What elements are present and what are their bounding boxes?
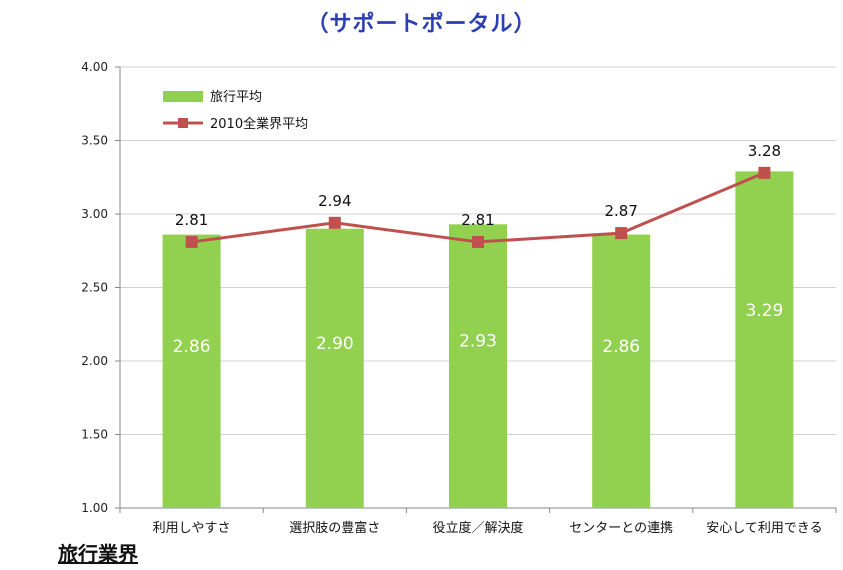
y-tick-label: 3.50 (81, 134, 108, 148)
line-value-label: 2.94 (318, 192, 351, 210)
bar (162, 234, 221, 508)
bar-value-label: 2.86 (602, 337, 640, 357)
legend-bar-swatch (163, 91, 203, 102)
line-marker (615, 227, 628, 240)
bar-value-label: 2.93 (459, 331, 497, 351)
line-marker (758, 166, 771, 179)
line-value-label: 2.81 (461, 211, 494, 229)
line-value-label: 2.87 (604, 202, 637, 220)
y-tick-label: 4.00 (81, 60, 108, 74)
x-tick-label: センターとの連携 (569, 520, 673, 536)
bar (449, 224, 507, 509)
line-series (185, 166, 771, 248)
line-value-label: 3.28 (748, 142, 781, 160)
legend-line-marker (178, 118, 188, 128)
industry-label: 旅行業界 (58, 542, 138, 566)
axes: 1.00 1.50 2.00 2.50 3.00 3.50 4.00 利用しやすさ 選択肢の豊富… (81, 60, 837, 536)
line-value-label: 2.81 (175, 211, 208, 229)
y-tick-label: 3.00 (81, 207, 108, 221)
bar (735, 171, 794, 508)
x-tick-label: 選択肢の豊富さ (289, 520, 380, 536)
legend: 旅行平均 2010全業界平均 (163, 90, 308, 132)
legend-bar-label: 旅行平均 (210, 90, 262, 105)
y-tick-label: 2.50 (81, 281, 108, 295)
chart-title: （サポートポータル） (306, 12, 537, 37)
bar-value-label: 3.29 (745, 301, 783, 321)
line-marker (472, 235, 484, 248)
y-tick-label: 1.50 (81, 428, 108, 442)
bar-value-label: 2.86 (173, 337, 211, 357)
data-labels: 2.86 2.90 2.93 2.86 3.29 2.81 2.94 2.81 2.87 3.28 (173, 142, 784, 357)
y-tick-label: 1.00 (81, 501, 108, 515)
line-marker (185, 235, 198, 248)
x-tick-label: 安心して利用できる (706, 521, 822, 536)
bar-series (162, 171, 794, 509)
x-tick-label: 利用しやすさ (153, 521, 231, 536)
bar (305, 228, 364, 508)
bar-value-label: 2.90 (316, 334, 354, 354)
line-marker (328, 216, 341, 229)
x-tick-label: 役立度／解決度 (432, 520, 523, 536)
y-tick-label: 2.00 (81, 354, 108, 368)
legend-line-label: 2010全業界平均 (210, 116, 308, 132)
bar (592, 234, 651, 508)
